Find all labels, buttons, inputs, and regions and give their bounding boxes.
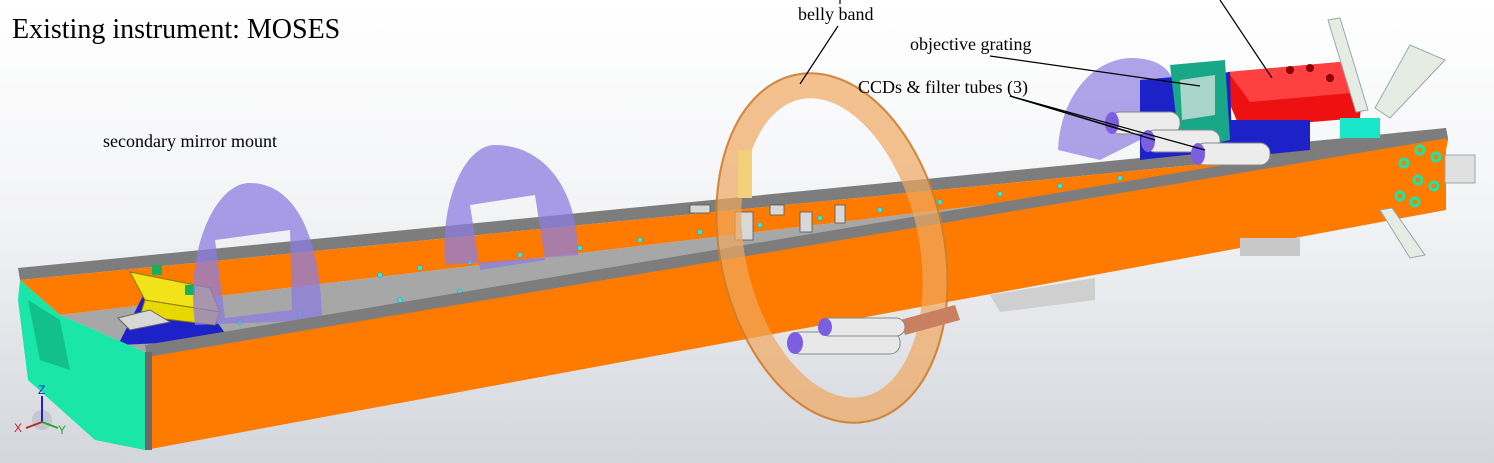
rail-front-orange (145, 138, 1446, 450)
underside-hardware (787, 238, 1300, 355)
belly-band (715, 72, 949, 424)
rail-front-top (145, 128, 1448, 357)
electronics-box (1228, 62, 1362, 128)
page-title: Existing instrument: MOSES (12, 14, 341, 45)
axis-z-label: Z (38, 383, 45, 397)
support-struts (1327, 17, 1476, 259)
belly-band-label: belly band (798, 4, 874, 24)
axis-x-label: X (14, 421, 22, 435)
rail-front-end (145, 352, 152, 450)
baffle-2 (444, 145, 578, 270)
belly-band-clamp (738, 150, 752, 198)
objective-grating-label: objective grating (910, 34, 1032, 54)
baffle-1 (193, 182, 322, 325)
secondary-mirror-mount-label: secondary mirror mount (103, 131, 277, 151)
axis-y-label: Y (58, 423, 66, 437)
axis-triad: Z X Y (14, 383, 66, 437)
ccds-filter-tubes-label: CCDs & filter tubes (3) (858, 77, 1028, 97)
leader-lines (799, 0, 1273, 151)
end-cap-shade (28, 300, 70, 370)
rail-end-holes (1394, 144, 1442, 208)
